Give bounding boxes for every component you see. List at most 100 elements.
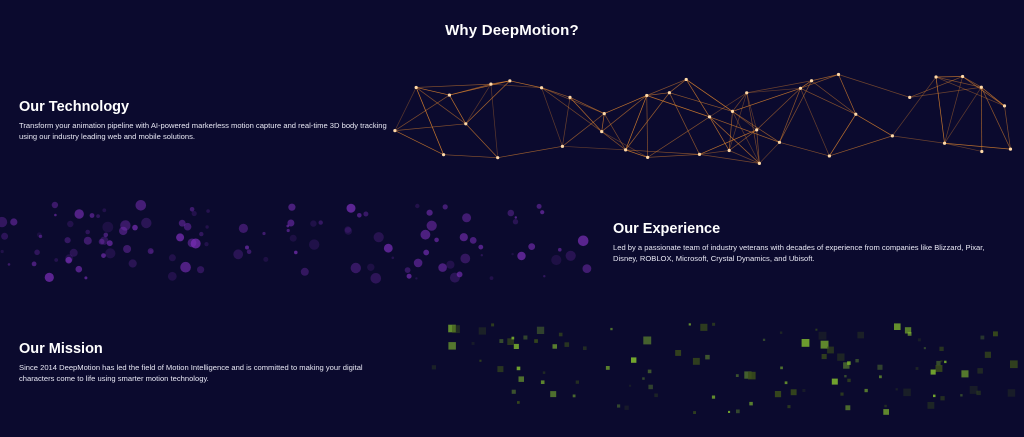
particle-bubble xyxy=(517,251,526,261)
particle-bubble xyxy=(69,248,78,257)
particle-square xyxy=(927,402,935,409)
particle-square xyxy=(688,323,691,326)
particle-square xyxy=(917,338,921,342)
network-edge xyxy=(709,92,747,118)
particle-square xyxy=(827,346,834,354)
network-edge xyxy=(909,86,982,98)
section-our-mission: Our Mission Since 2014 DeepMotion has le… xyxy=(19,341,394,384)
network-edge xyxy=(465,80,511,125)
particle-bubble xyxy=(128,259,137,268)
particle-square xyxy=(564,342,570,347)
network-edge xyxy=(855,113,893,137)
network-edge xyxy=(497,145,563,159)
particle-bubble xyxy=(101,253,106,258)
particle-square xyxy=(844,375,847,378)
network-edge xyxy=(541,87,602,132)
network-edge xyxy=(647,116,710,158)
particle-square xyxy=(692,357,700,365)
network-edge xyxy=(601,131,626,151)
particle-bubble xyxy=(423,249,430,256)
particle-bubble xyxy=(294,250,298,255)
network-node xyxy=(560,144,565,148)
network-edge xyxy=(562,145,626,151)
particle-bubble xyxy=(551,254,562,266)
particle-square xyxy=(705,354,710,360)
particle-square xyxy=(894,323,901,330)
particle-square xyxy=(536,326,545,334)
particle-bubble xyxy=(83,236,92,245)
particle-square xyxy=(779,331,783,334)
particle-square xyxy=(855,359,859,363)
network-edge xyxy=(732,111,780,143)
network-edge xyxy=(732,87,801,112)
network-node xyxy=(727,148,731,153)
network-edge xyxy=(569,97,602,132)
network-node xyxy=(1002,104,1007,108)
network-edge xyxy=(449,80,510,96)
network-node xyxy=(836,72,841,77)
particle-bubble xyxy=(197,266,205,274)
particle-square xyxy=(821,354,827,360)
particle-bubble xyxy=(543,275,546,278)
particle-square xyxy=(511,336,515,340)
particle-bubble xyxy=(54,258,59,262)
particle-square xyxy=(499,339,504,343)
particle-square xyxy=(977,368,983,374)
particle-bubble xyxy=(75,265,83,273)
particle-square xyxy=(491,323,495,327)
particle-bubble xyxy=(100,236,109,245)
particle-square xyxy=(840,392,844,396)
particle-bubble xyxy=(511,252,514,256)
network-node xyxy=(745,91,749,95)
network-node xyxy=(414,85,418,90)
network-edge xyxy=(394,130,444,155)
network-node xyxy=(600,129,604,134)
network-node xyxy=(646,155,650,159)
particle-square xyxy=(523,335,528,340)
network-node xyxy=(697,152,702,156)
network-edge xyxy=(800,74,839,89)
network-edge xyxy=(800,80,812,89)
particle-bubble xyxy=(54,213,57,217)
network-edge xyxy=(935,76,982,88)
network-edge xyxy=(625,92,670,151)
network-edge xyxy=(732,111,760,164)
section-title: Our Experience xyxy=(613,221,721,237)
particle-bubble xyxy=(406,273,412,279)
particle-bubble xyxy=(318,220,323,225)
particle-square xyxy=(642,377,645,380)
particle-bubble xyxy=(442,204,448,210)
network-edge xyxy=(944,87,982,144)
particle-square xyxy=(831,378,838,385)
network-node xyxy=(508,79,512,83)
section-title: Our Technology xyxy=(19,99,130,115)
network-edge xyxy=(604,95,647,114)
particle-bubble xyxy=(288,203,296,211)
particle-square xyxy=(534,339,538,343)
particle-bubble xyxy=(426,209,433,216)
particle-square xyxy=(479,359,482,362)
particle-square xyxy=(936,360,941,366)
network-edge xyxy=(944,142,982,152)
network-edge xyxy=(756,129,760,164)
particle-square xyxy=(930,369,936,375)
particle-square xyxy=(735,374,739,377)
particle-bubble xyxy=(0,249,4,254)
particle-square xyxy=(517,401,520,404)
network-node xyxy=(645,93,649,98)
particle-bubble xyxy=(180,261,191,273)
particle-bubble xyxy=(565,250,576,261)
particle-bubble xyxy=(404,267,411,273)
network-node xyxy=(684,77,688,82)
particle-square xyxy=(984,351,991,358)
network-edge xyxy=(728,111,733,151)
particle-square xyxy=(736,409,740,414)
network-edge xyxy=(800,87,856,115)
network-edge xyxy=(699,129,757,155)
particle-bubble xyxy=(176,233,185,242)
network-edge xyxy=(601,95,647,132)
particle-square xyxy=(940,396,945,401)
particle-bubble xyxy=(34,249,40,256)
particle-square xyxy=(712,322,716,326)
particle-square xyxy=(933,394,936,398)
